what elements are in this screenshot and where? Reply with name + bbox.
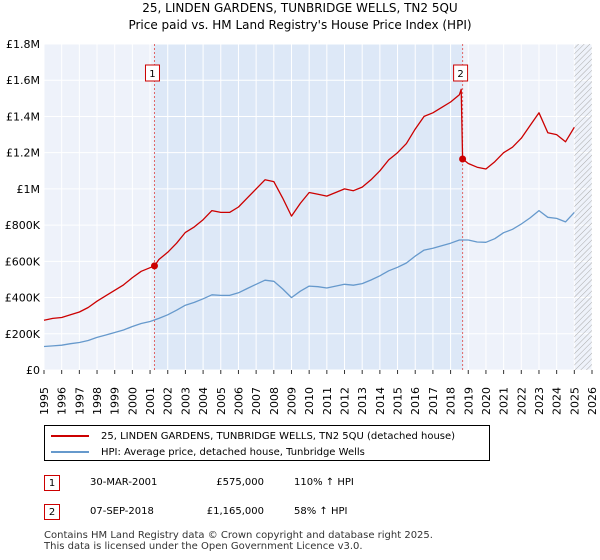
y-tick-label: £1.8M [6,38,40,51]
legend-line-property [51,435,89,437]
y-tick-label: £200K [5,328,41,341]
x-tick-label: 2024 [551,387,564,415]
footer: Contains HM Land Registry data © Crown c… [44,530,433,552]
transaction-hpi-change: 58% ↑ HPI [294,506,348,517]
x-tick-label: 1997 [73,387,86,415]
y-tick-label: £800K [5,219,41,232]
x-tick-label: 2014 [374,387,387,415]
x-tick-label: 2017 [427,387,440,415]
x-tick-label: 2001 [144,387,157,415]
x-tick-label: 2008 [268,387,281,415]
forecast-hatch [574,44,592,370]
x-tick-label: 2018 [445,387,458,415]
sale-point [459,155,467,163]
x-tick-label: 2012 [339,387,352,415]
transaction-hpi-change: 110% ↑ HPI [294,477,354,488]
x-tick-label: 2019 [462,387,475,415]
legend-label-property: 25, LINDEN GARDENS, TUNBRIDGE WELLS, TN2… [101,430,456,442]
x-tick-label: 2021 [498,387,511,415]
x-tick-label: 2004 [197,387,210,415]
sale-point [150,262,158,270]
x-tick-label: 2016 [409,387,422,415]
x-tick-label: 2005 [215,387,228,415]
legend-label-hpi: HPI: Average price, detached house, Tunb… [101,446,365,458]
property-price-line [43,88,575,321]
legend-line-hpi [51,451,89,453]
hpi-line [43,209,575,348]
sale-label-box [144,64,160,82]
title-line-2: Price paid vs. HM Land Registry's House … [128,18,472,32]
transaction-date: 30-MAR-2001 [90,477,158,488]
y-tick-label: £1M [17,183,41,196]
footer-line-2: This data is licensed under the Open Gov… [44,541,363,552]
chart-title: 25, LINDEN GARDENS, TUNBRIDGE WELLS, TN2… [0,0,600,34]
x-tick-label: 2011 [321,387,334,415]
x-tick-label: 2007 [250,387,263,415]
y-tick-label: £400K [5,292,41,305]
title-line-1: 25, LINDEN GARDENS, TUNBRIDGE WELLS, TN2… [142,1,458,15]
transaction-marker: 2 [44,504,60,520]
sale-label-box [453,64,469,82]
sale-label: 2 [457,69,463,80]
transaction-price: £1,165,000 [206,506,264,517]
x-tick-label: 2003 [179,387,192,415]
y-tick-label: £600K [5,255,41,268]
x-tick-label: 2002 [162,387,175,415]
legend-item-hpi: HPI: Average price, detached house, Tunb… [51,444,365,460]
price-chart: 1 2 £0 £200K £400K £600K £800K £1M £1.2M £1.4M £1… [5,38,599,415]
x-tick-label: 2013 [356,387,369,415]
x-tick-label: 1999 [109,387,122,415]
x-tick-label: 2009 [285,387,298,415]
x-tick-label: 2015 [392,387,405,415]
y-tick-label: £1.6M [6,74,40,87]
footer-line-1: Contains HM Land Registry data © Crown c… [44,530,433,541]
x-tick-label: 2022 [515,387,528,415]
y-tick-label: £0 [26,364,40,377]
shaded-period [154,44,463,370]
y-tick-label: £1.2M [6,147,40,160]
transaction-price: £575,000 [216,477,264,488]
transaction-date: 07-SEP-2018 [90,506,154,517]
x-tick-label: 1998 [91,387,104,415]
x-tick-label: 2023 [533,387,546,415]
legend-item-property: 25, LINDEN GARDENS, TUNBRIDGE WELLS, TN2… [51,428,455,444]
x-tick-label: 2010 [303,387,316,415]
x-tick-label: 2025 [568,387,581,415]
y-tick-label: £1.4M [6,110,40,123]
x-tick-label: 1996 [56,387,69,415]
x-tick-label: 2006 [232,387,245,415]
x-tick-label: 1995 [38,387,51,415]
x-tick-label: 2020 [480,387,493,415]
legend: 25, LINDEN GARDENS, TUNBRIDGE WELLS, TN2… [44,425,490,461]
transaction-marker: 1 [44,475,60,491]
x-tick-label: 2026 [586,387,599,415]
sale-label: 1 [149,69,155,80]
x-tick-label: 2000 [126,387,139,415]
